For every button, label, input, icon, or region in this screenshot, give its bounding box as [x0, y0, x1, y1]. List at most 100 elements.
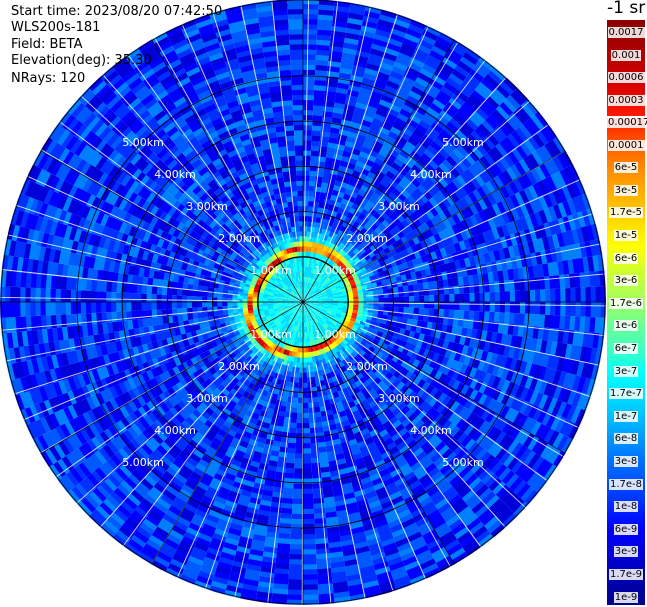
data-cell [312, 294, 318, 298]
data-cell [468, 113, 482, 127]
data-cell [515, 218, 525, 232]
data-cell [308, 271, 311, 278]
data-cell [429, 302, 435, 309]
data-cell [429, 235, 438, 245]
data-cell [539, 162, 551, 179]
data-cell [505, 222, 515, 235]
data-cell [354, 280, 362, 285]
data-cell [315, 289, 321, 294]
data-cell [353, 299, 360, 302]
data-cell [409, 150, 421, 161]
data-cell [564, 166, 576, 183]
data-cell [375, 108, 388, 118]
data-cell [374, 157, 385, 167]
data-cell [303, 518, 315, 525]
data-cell [454, 89, 469, 102]
data-cell [343, 269, 351, 275]
data-cell [398, 166, 409, 177]
data-cell [463, 194, 475, 206]
data-cell [426, 186, 437, 198]
data-cell [287, 599, 303, 605]
data-cell [318, 201, 325, 209]
data-cell [363, 298, 370, 302]
data-cell [373, 112, 386, 123]
data-cell [393, 225, 402, 234]
data-cell [303, 3, 319, 10]
data-cell [363, 305, 370, 309]
data-cell [464, 293, 471, 302]
data-cell [472, 234, 482, 246]
data-cell [303, 53, 316, 60]
data-cell [393, 61, 408, 72]
data-cell [358, 34, 374, 44]
data-cell [459, 302, 466, 311]
data-cell [336, 267, 343, 274]
data-cell [314, 221, 320, 228]
data-cell [303, 423, 310, 429]
data-cell [384, 84, 398, 95]
data-cell [465, 47, 482, 61]
data-cell [559, 168, 572, 185]
data-cell [531, 150, 545, 166]
data-cell [548, 205, 559, 221]
data-cell [530, 167, 542, 183]
data-cell [361, 196, 370, 205]
data-cell [309, 283, 313, 289]
data-cell [303, 291, 305, 297]
data-cell [478, 123, 492, 137]
data-cell [477, 198, 488, 211]
data-cell [317, 295, 324, 299]
data-cell [486, 229, 496, 242]
data-cell [303, 372, 307, 379]
data-cell [294, 463, 303, 470]
data-cell [401, 103, 415, 114]
data-cell [441, 143, 454, 156]
data-cell [567, 198, 578, 215]
data-cell [325, 270, 331, 276]
data-cell [306, 295, 312, 299]
data-cell [445, 101, 460, 114]
data-cell [315, 216, 321, 223]
data-cell [534, 211, 544, 226]
data-cell [509, 233, 519, 246]
data-cell [374, 226, 383, 235]
data-cell [303, 205, 309, 212]
data-cell [496, 200, 507, 214]
data-cell [431, 155, 443, 167]
data-cell [474, 212, 484, 224]
data-cell [359, 29, 375, 39]
data-cell [332, 256, 339, 263]
data-cell [378, 13, 396, 24]
data-cell [318, 196, 326, 204]
data-cell [600, 302, 606, 318]
data-cell [511, 130, 525, 145]
data-cell [320, 280, 326, 286]
data-cell [499, 139, 512, 154]
data-cell [321, 239, 327, 246]
data-cell [420, 152, 432, 164]
data-cell [366, 219, 375, 227]
data-cell [366, 187, 375, 197]
data-cell [376, 23, 393, 33]
data-cell [494, 302, 501, 313]
data-cell [504, 302, 511, 313]
data-cell [388, 32, 405, 43]
data-cell [358, 298, 365, 302]
data-cell [463, 168, 476, 181]
data-cell [358, 304, 365, 309]
data-cell [313, 247, 318, 254]
data-cell [317, 277, 323, 283]
data-cell [430, 140, 442, 152]
data-cell [515, 144, 528, 159]
data-cell [424, 87, 439, 99]
data-cell [371, 203, 380, 212]
data-cell [449, 294, 456, 302]
data-cell [303, 225, 307, 232]
data-cell [310, 292, 316, 297]
data-cell [305, 251, 309, 257]
data-cell [391, 144, 403, 154]
data-cell [529, 289, 536, 302]
data-cell [309, 272, 313, 278]
data-cell [460, 80, 475, 94]
data-cell [330, 254, 336, 262]
